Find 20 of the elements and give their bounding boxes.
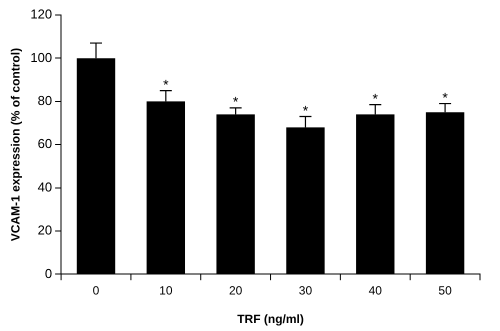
annotation: * — [372, 90, 379, 106]
y-tick-label: 100 — [30, 50, 52, 65]
x-tick-label: 40 — [368, 284, 382, 298]
x-tick-label: 10 — [159, 284, 173, 298]
x-tick-label: 30 — [298, 284, 312, 298]
x-axis-title: TRF (ng/ml) — [237, 312, 304, 326]
annotation: * — [442, 89, 448, 106]
y-tick-label: 40 — [38, 179, 52, 194]
y-tick-label: 60 — [38, 136, 52, 152]
y-tick-label: 20 — [38, 222, 52, 238]
annotation: * — [232, 94, 239, 110]
y-tick-label: 120 — [30, 6, 52, 22]
y-tick-label: 0 — [44, 266, 52, 281]
y-axis-title: VCAM-1 expression (% of control) — [8, 48, 23, 242]
x-tick-label: 20 — [228, 284, 243, 298]
x-tick-label: 50 — [438, 284, 452, 298]
annotation: * — [163, 76, 170, 92]
y-tick-label: 80 — [38, 92, 52, 108]
x-tick-label: 0 — [92, 284, 100, 298]
annotation: * — [302, 102, 309, 118]
